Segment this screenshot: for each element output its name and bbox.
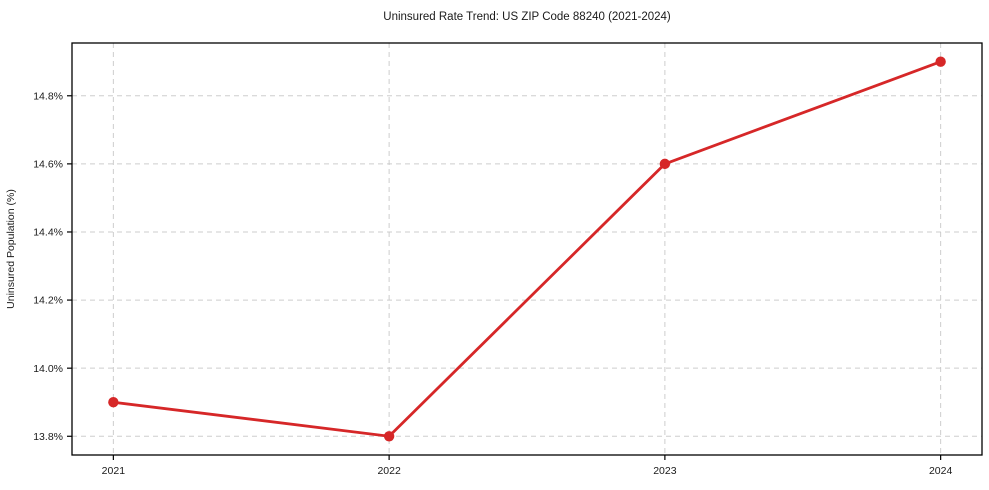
x-tick-label: 2022 [377, 465, 401, 477]
x-tick-label: 2021 [102, 465, 126, 477]
y-tick-label: 14.8% [33, 90, 63, 102]
trend-line [111, 60, 943, 438]
chart-title: Uninsured Rate Trend: US ZIP Code 88240 … [383, 11, 671, 23]
y-tick-label: 13.8% [33, 431, 63, 443]
data-point [935, 56, 946, 67]
plot-border-rect [71, 42, 983, 456]
x-tick-label: 2024 [929, 465, 953, 477]
gridlines [72, 43, 982, 455]
y-tick-label: 14.2% [33, 295, 63, 307]
plot-border [71, 42, 983, 456]
axis-ticks: 13.8% 14.0% 14.2% 14.4% 14.6% 14.8% 2021 2022 20… [33, 90, 952, 477]
y-tick-label: 14.6% [33, 158, 63, 170]
trend-line-series [108, 56, 946, 442]
x-tick-label: 2023 [653, 465, 677, 477]
data-point [108, 397, 119, 408]
y-tick-label: 14.4% [33, 227, 63, 239]
data-point [383, 431, 395, 442]
y-axis-label: Uninsured Population (%) [5, 189, 17, 309]
data-point [659, 158, 671, 170]
y-tick-label: 14.0% [33, 363, 63, 375]
